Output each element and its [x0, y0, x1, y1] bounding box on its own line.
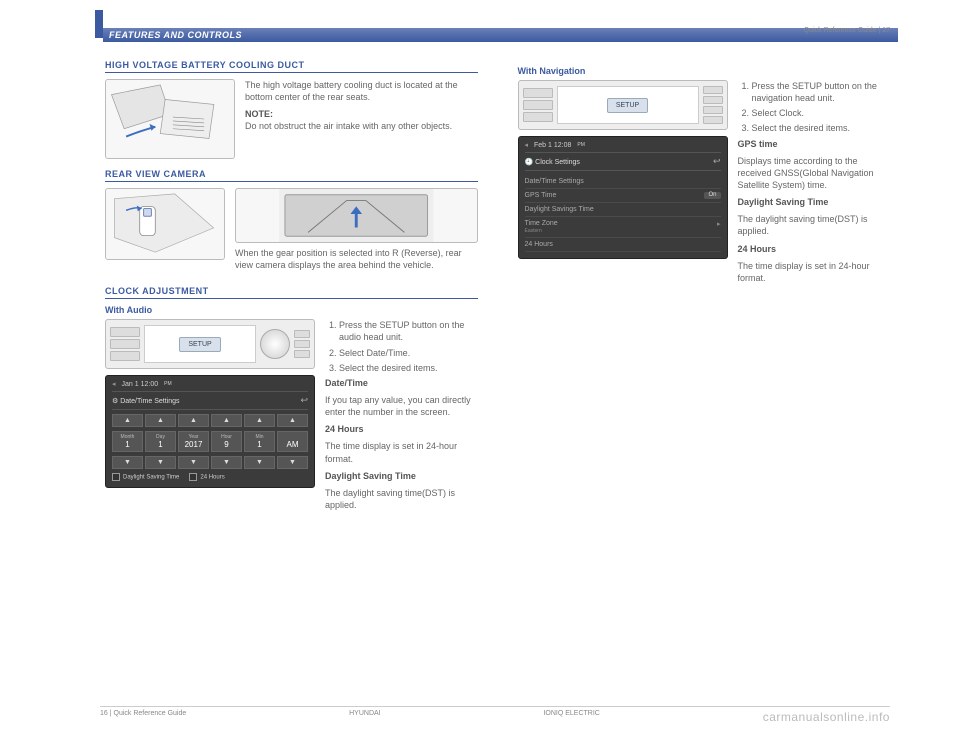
h24-label: 24 Hours — [325, 423, 478, 435]
back-icon[interactable]: ↩ — [300, 395, 308, 406]
footer-mid2: IONIQ ELECTRIC — [543, 710, 599, 724]
list-item[interactable]: Daylight Savings Time — [525, 203, 721, 217]
nav-head-unit: SETUP — [518, 80, 728, 130]
subheading-audio: With Audio — [105, 305, 478, 315]
nav-head-unit-right — [703, 86, 723, 124]
nav-screen-title: Clock Settings — [535, 159, 580, 166]
section-title: FEATURES AND CONTROLS — [109, 30, 242, 40]
head-unit-screen: SETUP — [144, 325, 256, 363]
clock-settings-list: Date/Time Settings GPS TimeOn Daylight S… — [525, 175, 721, 252]
date-grid-up: ▲▲▲▲▲▲ — [112, 414, 308, 427]
page-footer: 16 | Quick Reference Guide HYUNDAI IONIQ… — [100, 706, 890, 724]
clock-nav-text: Press the SETUP button on the navigation… — [738, 80, 891, 289]
footer-right: Quick Reference Guide | 17 — [804, 27, 890, 34]
screen-date: Jan 1 12:00 — [122, 381, 159, 388]
battery-duct-row: The high voltage battery cooling duct is… — [105, 79, 478, 159]
nav-step-1: Press the SETUP button on the navigation… — [752, 80, 891, 104]
screen-topbar: ◂ Jan 1 12:00 PM — [112, 380, 308, 388]
nav-head-unit-left — [523, 88, 553, 122]
right-column: With Navigation SETUP ◂ Feb 1 12:08 PM — [518, 60, 891, 702]
rear-camera-shifter-illustration — [105, 188, 225, 260]
watermark: carmanualsonline.info — [763, 710, 890, 724]
nav-step-2: Select Clock. — [752, 107, 891, 119]
battery-duct-text: The high voltage battery cooling duct is… — [245, 79, 478, 159]
nav-screen-date: Feb 1 12:08 — [534, 142, 571, 149]
heading-rear-camera: REAR VIEW CAMERA — [105, 169, 478, 182]
clock-audio-row: SETUP ◂ Jan 1 12:00 PM ⚙ Date/Time Setti… — [105, 319, 478, 516]
rear-camera-row: When the gear position is selected into … — [105, 188, 478, 276]
gps-label: GPS time — [738, 138, 891, 150]
footer-left: 16 | Quick Reference Guide — [100, 710, 186, 724]
list-item[interactable]: Date/Time Settings — [525, 175, 721, 189]
dt-label: Date/Time — [325, 377, 478, 389]
list-item[interactable]: Time ZoneEastern▸ — [525, 217, 721, 238]
audio-settings-screen: ◂ Jan 1 12:00 PM ⚙ Date/Time Settings ↩ … — [105, 375, 315, 488]
list-item[interactable]: 24 Hours — [525, 238, 721, 252]
audio-step-2: Select Date/Time. — [339, 347, 478, 359]
left-column: HIGH VOLTAGE BATTERY COOLING DUCT — [105, 60, 478, 702]
screen-ampm: PM — [164, 381, 172, 387]
header-tab — [95, 10, 103, 38]
date-grid-down: ▼▼▼▼▼▼ — [112, 456, 308, 469]
date-grid-values: Month1 Day1 Year2017 Hour9 Min1 AM — [112, 431, 308, 452]
audio-head-unit: SETUP — [105, 319, 315, 369]
nav-dst-body: The daylight saving time(DST) is applied… — [738, 213, 891, 237]
content-area: HIGH VOLTAGE BATTERY COOLING DUCT — [105, 60, 890, 702]
nav-screen-ampm: PM — [577, 142, 585, 148]
nav-settings-screen: ◂ Feb 1 12:08 PM 🕘 Clock Settings ↩ Date… — [518, 136, 728, 259]
list-item[interactable]: GPS TimeOn — [525, 189, 721, 203]
nav-steps: Press the SETUP button on the navigation… — [738, 80, 891, 135]
subheading-nav: With Navigation — [518, 66, 891, 76]
nav-screen-topbar: ◂ Feb 1 12:08 PM — [525, 141, 721, 149]
nav-back-icon[interactable]: ↩ — [713, 156, 721, 167]
page-header: FEATURES AND CONTROLS — [0, 0, 960, 40]
clock-nav-row: SETUP ◂ Feb 1 12:08 PM 🕘 Clock Settings … — [518, 80, 891, 289]
audio-step-1: Press the SETUP button on the audio head… — [339, 319, 478, 343]
h24-body: The time display is set in 24-hour forma… — [325, 440, 478, 464]
nav-h24-label: 24 Hours — [738, 243, 891, 255]
audio-steps: Press the SETUP button on the audio head… — [325, 319, 478, 374]
nav-dst-label: Daylight Saving Time — [738, 196, 891, 208]
head-unit-left-buttons — [110, 327, 140, 361]
rear-camera-screen-illustration — [235, 188, 478, 243]
audio-step-3: Select the desired items. — [339, 362, 478, 374]
heading-battery-duct: HIGH VOLTAGE BATTERY COOLING DUCT — [105, 60, 478, 73]
chk-dst[interactable]: Daylight Saving Time — [112, 473, 179, 481]
clock-audio-graphics: SETUP ◂ Jan 1 12:00 PM ⚙ Date/Time Setti… — [105, 319, 315, 516]
nav-setup-button[interactable]: SETUP — [607, 98, 648, 113]
rear-camera-text: When the gear position is selected into … — [235, 247, 478, 271]
dst-label: Daylight Saving Time — [325, 470, 478, 482]
clock-nav-graphics: SETUP ◂ Feb 1 12:08 PM 🕘 Clock Settings … — [518, 80, 728, 289]
nav-step-3: Select the desired items. — [752, 122, 891, 134]
note-label: NOTE: — [245, 109, 273, 119]
screen-title: Date/Time Settings — [120, 398, 179, 405]
rear-camera-body: When the gear position is selected into … — [235, 247, 478, 271]
dt-body: If you tap any value, you can directly e… — [325, 394, 478, 418]
battery-duct-body: The high voltage battery cooling duct is… — [245, 79, 478, 103]
gps-body: Displays time according to the received … — [738, 155, 891, 191]
heading-clock: CLOCK ADJUSTMENT — [105, 286, 478, 299]
nav-h24-body: The time display is set in 24-hour forma… — [738, 260, 891, 284]
dst-body: The daylight saving time(DST) is applied… — [325, 487, 478, 511]
note-body: Do not obstruct the air intake with any … — [245, 121, 452, 131]
battery-duct-illustration — [105, 79, 235, 159]
clock-audio-text: Press the SETUP button on the audio head… — [325, 319, 478, 516]
setup-button[interactable]: SETUP — [179, 337, 220, 352]
nav-screen-title-row: 🕘 Clock Settings ↩ — [525, 152, 721, 171]
head-unit-knob[interactable] — [260, 329, 290, 359]
section-band: FEATURES AND CONTROLS — [103, 28, 900, 42]
chk-24h[interactable]: 24 Hours — [189, 473, 224, 481]
screen-title-row: ⚙ Date/Time Settings ↩ — [112, 391, 308, 410]
screen-check-row: Daylight Saving Time 24 Hours — [112, 473, 308, 481]
head-unit-right-buttons — [294, 330, 310, 358]
footer-mid1: HYUNDAI — [349, 710, 381, 724]
nav-head-unit-screen: SETUP — [557, 86, 699, 124]
rear-camera-right: When the gear position is selected into … — [235, 188, 478, 276]
